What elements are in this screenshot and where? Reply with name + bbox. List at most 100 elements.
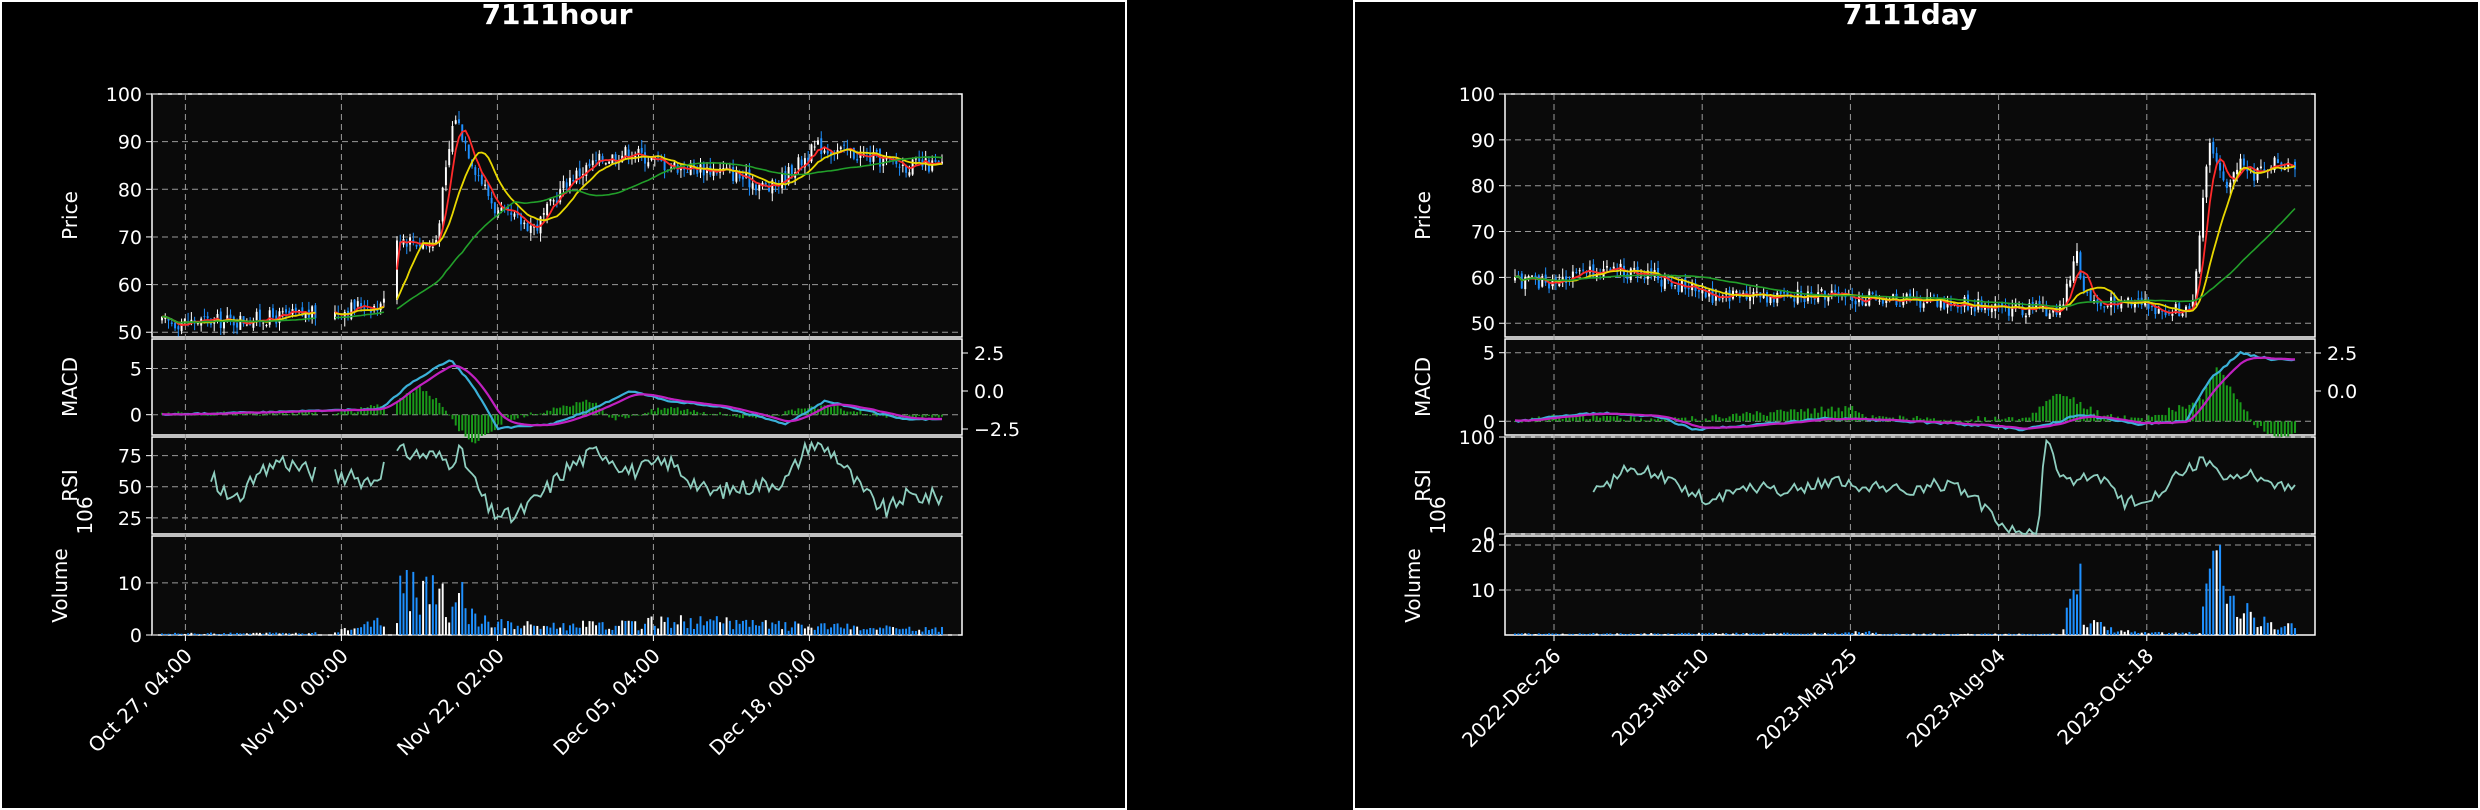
- macd-histogram-bar: [2024, 417, 2027, 422]
- macd-histogram-bar: [1592, 414, 1595, 422]
- macd-histogram-bar: [1939, 419, 1942, 422]
- x-tick-label: Nov 10, 00:00: [236, 644, 353, 761]
- candle-body: [236, 322, 239, 328]
- volume-bar: [1868, 631, 1871, 635]
- candle-body: [2106, 305, 2109, 307]
- volume-bar: [285, 633, 287, 635]
- macd-histogram-bar: [1772, 412, 1775, 422]
- candle-body: [516, 212, 519, 216]
- macd-histogram-bar: [575, 402, 578, 415]
- volume-bar: [2103, 626, 2106, 635]
- candle-body: [2239, 158, 2242, 170]
- macd-histogram-bar: [2133, 417, 2136, 422]
- volume-bar: [301, 633, 304, 635]
- candle-body: [422, 243, 425, 249]
- volume-bar: [2082, 624, 2085, 635]
- candle-body: [595, 160, 598, 162]
- volume-bar: [761, 621, 764, 635]
- macd-histogram-bar: [1793, 409, 1796, 422]
- macd-histogram-bar: [559, 407, 562, 415]
- volume-bar: [875, 629, 878, 635]
- volume-bar: [1813, 632, 1816, 635]
- candle-body: [905, 165, 908, 173]
- candle-body: [1735, 290, 1738, 293]
- volume-bar: [216, 634, 219, 636]
- volume-bar: [1524, 633, 1527, 635]
- candle-body: [1588, 266, 1591, 273]
- macd-histogram-bar: [875, 414, 878, 417]
- candle-body: [914, 158, 917, 160]
- macd-histogram-bar: [343, 411, 346, 415]
- macd-histogram-bar: [2256, 421, 2259, 428]
- volume-bar: [196, 633, 199, 635]
- macd-histogram-bar: [709, 414, 712, 416]
- volume-bar: [820, 623, 823, 635]
- candle-body: [1827, 296, 1830, 302]
- macd-right-tick-label: 0.0: [2327, 381, 2357, 403]
- macd-histogram-bar: [1834, 411, 1837, 422]
- candle-body: [1595, 274, 1598, 279]
- volume-bar: [2021, 633, 2024, 635]
- macd-histogram-bar: [271, 412, 274, 415]
- candle-body: [2086, 291, 2089, 293]
- macd-histogram-bar: [428, 395, 431, 415]
- macd-histogram-bar: [647, 412, 650, 415]
- volume-bar: [252, 632, 255, 635]
- candle-body: [1534, 275, 1537, 277]
- macd-histogram-bar: [461, 414, 464, 431]
- candle-body: [839, 147, 842, 149]
- macd-histogram-bar: [1912, 417, 1915, 422]
- volume-bar: [1766, 633, 1769, 635]
- volume-bar: [715, 616, 718, 635]
- subplot-frame-rsi: [1504, 436, 2316, 535]
- candle-body: [764, 182, 767, 186]
- candle-body: [2127, 297, 2130, 303]
- candle-body: [601, 156, 604, 163]
- macd-histogram-bar: [1609, 416, 1612, 422]
- volume-bar: [559, 627, 562, 635]
- macd-histogram-bar: [516, 414, 519, 419]
- volume-bar: [2184, 633, 2188, 635]
- volume-bar: [1520, 633, 1523, 635]
- volume-bar: [477, 626, 480, 635]
- macd-histogram-bar: [203, 414, 206, 416]
- macd-histogram-bar: [2001, 419, 2004, 422]
- volume-bar: [1885, 634, 1888, 636]
- macd-histogram-bar: [2038, 406, 2041, 422]
- volume-bar: [418, 614, 421, 635]
- candle-body: [1697, 289, 1700, 292]
- macd-histogram-bar: [859, 410, 862, 415]
- candle-body: [1905, 293, 1908, 298]
- candle-body: [1708, 290, 1711, 297]
- volume-axis-label: Volume: [1401, 548, 1425, 622]
- volume-bar: [732, 629, 735, 635]
- macd-histogram-bar: [2266, 421, 2269, 435]
- volume-bar: [2287, 623, 2290, 635]
- volume-bar: [441, 583, 444, 635]
- macd-histogram-bar: [2052, 395, 2055, 422]
- candle-body: [787, 167, 790, 185]
- volume-bar: [2089, 623, 2092, 635]
- candle-body: [523, 222, 526, 225]
- macd-axis-label: MACD: [58, 357, 82, 417]
- volume-bar: [709, 619, 712, 635]
- volume-bar: [1953, 634, 1956, 636]
- macd-histogram-bar: [546, 410, 549, 415]
- volume-bar: [533, 625, 536, 635]
- volume-bar: [839, 627, 842, 635]
- candle-body: [555, 200, 558, 204]
- volume-bar: [1731, 633, 1735, 635]
- volume-bar: [1844, 632, 1847, 635]
- macd-histogram-bar: [1823, 411, 1826, 422]
- candle-body: [1575, 271, 1578, 273]
- candle-body: [161, 316, 163, 321]
- volume-bar: [360, 627, 363, 635]
- volume-bar: [1745, 633, 1748, 635]
- volume-bar: [2113, 632, 2116, 635]
- candle-body: [2232, 172, 2235, 182]
- candle-body: [1766, 292, 1769, 303]
- candle-body: [1868, 291, 1871, 306]
- volume-bar: [415, 597, 418, 635]
- candle-body: [2181, 313, 2184, 316]
- signal-line: [161, 364, 942, 427]
